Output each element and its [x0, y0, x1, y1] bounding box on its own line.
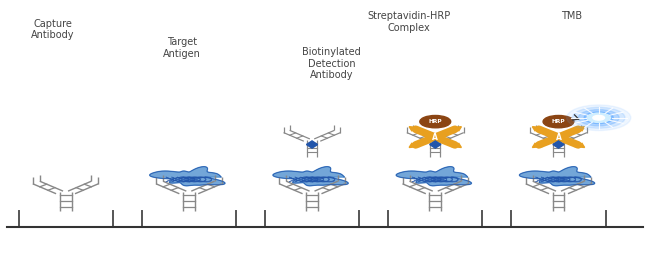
Circle shape [543, 115, 574, 128]
Text: HRP: HRP [552, 119, 566, 124]
Polygon shape [451, 127, 462, 131]
Polygon shape [430, 141, 441, 148]
Text: Capture
Antibody: Capture Antibody [31, 19, 74, 40]
Polygon shape [519, 167, 595, 186]
Circle shape [420, 115, 450, 128]
Circle shape [584, 112, 614, 124]
Text: HRP: HRP [428, 119, 442, 124]
Circle shape [593, 115, 605, 120]
Polygon shape [451, 143, 462, 147]
Text: A: A [556, 133, 562, 142]
Text: TMB: TMB [561, 11, 582, 21]
Circle shape [567, 105, 630, 131]
Polygon shape [409, 143, 419, 147]
Polygon shape [532, 143, 543, 147]
Text: Biotinylated
Detection
Antibody: Biotinylated Detection Antibody [302, 47, 361, 80]
Circle shape [573, 107, 625, 128]
Polygon shape [150, 167, 225, 186]
Text: A: A [432, 133, 438, 142]
Text: Target
Antigen: Target Antigen [163, 37, 202, 58]
Circle shape [578, 110, 619, 126]
Polygon shape [409, 127, 419, 131]
Polygon shape [553, 141, 564, 148]
Text: Streptavidin-HRP
Complex: Streptavidin-HRP Complex [368, 11, 451, 33]
Polygon shape [532, 127, 543, 131]
Polygon shape [575, 127, 584, 131]
Polygon shape [273, 167, 348, 186]
Polygon shape [306, 141, 318, 148]
Polygon shape [575, 143, 584, 147]
Polygon shape [396, 167, 471, 186]
Circle shape [587, 113, 610, 122]
